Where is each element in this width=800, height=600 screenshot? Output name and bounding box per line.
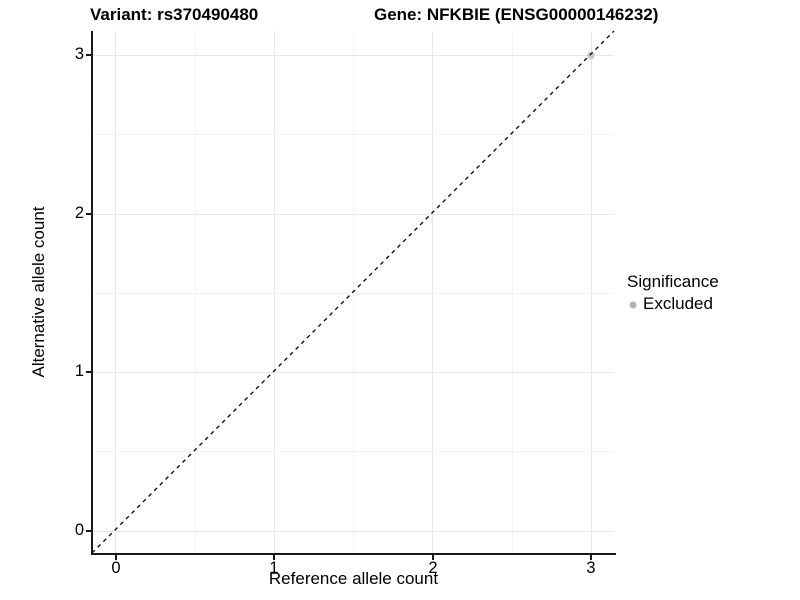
identity-dashed-line: [91, 30, 615, 554]
gridline-x2: [432, 31, 433, 553]
gridline-x3: [591, 31, 592, 553]
gridline-x2_5: [512, 31, 513, 553]
x-tick-2: [432, 555, 434, 560]
y-tick-3: [86, 54, 91, 56]
variant-title: Variant: rs370490480: [90, 5, 259, 24]
legend: Significance Excluded: [627, 272, 719, 314]
legend-point-icon: [629, 301, 637, 309]
data-point-excluded: [587, 51, 595, 60]
gridline-y1: [92, 372, 614, 373]
gridline-x1: [274, 31, 275, 553]
gridline-x0_5: [195, 31, 196, 553]
x-axis-line: [91, 553, 616, 555]
y-tick-label-3: 3: [74, 45, 84, 63]
gridline-y2: [92, 214, 614, 215]
legend-item-label: Excluded: [643, 294, 713, 313]
y-tick-label-1: 1: [74, 362, 84, 380]
y-axis-title: Alternative allele count: [29, 206, 48, 378]
y-tick-2: [86, 213, 91, 215]
legend-title: Significance: [627, 272, 719, 291]
x-tick-label-3: 3: [586, 559, 596, 577]
plot-panel: [91, 30, 615, 554]
gridline-y0: [92, 531, 614, 532]
panel-drawing: [91, 30, 615, 554]
y-axis-line: [91, 31, 93, 555]
y-tick-label-2: 2: [74, 204, 84, 222]
gene-title: Gene: NFKBIE (ENSG00000146232): [374, 5, 659, 24]
legend-item-excluded: Excluded: [627, 294, 719, 314]
gridline-y0_5: [92, 451, 614, 452]
gridline-y3: [92, 55, 614, 56]
gridline-y2_5: [92, 134, 614, 135]
x-axis-title: Reference allele count: [268, 569, 439, 588]
y-tick-0: [86, 530, 91, 532]
gridline-y1_5: [92, 293, 614, 294]
y-tick-label-0: 0: [74, 521, 84, 539]
gridline-x0: [115, 31, 116, 553]
x-tick-label-0: 0: [111, 559, 121, 577]
x-tick-label-2: 2: [428, 559, 438, 577]
x-tick-1: [273, 555, 275, 560]
y-tick-1: [86, 371, 91, 373]
x-tick-0: [115, 555, 117, 560]
x-tick-3: [590, 555, 592, 560]
x-tick-label-1: 1: [269, 559, 279, 577]
